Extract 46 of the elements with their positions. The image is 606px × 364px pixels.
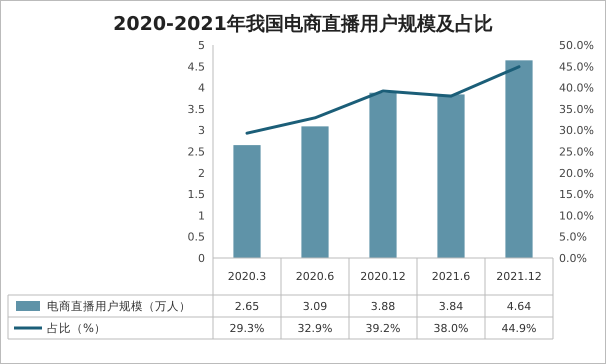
bar <box>233 145 261 258</box>
y2-tick-label: 30.0% <box>559 124 594 138</box>
x-tick-label: 2021.12 <box>496 270 542 283</box>
legend-label: 电商直播用户规模（万人） <box>47 299 191 313</box>
x-tick-label: 2020.3 <box>228 270 266 283</box>
data-label: 4.64 <box>506 300 532 313</box>
y2-tick-label: 20.0% <box>559 166 594 180</box>
y-tick-label: 3 <box>198 124 205 138</box>
data-label: 2.65 <box>234 300 260 313</box>
x-tick-label: 2021.6 <box>432 270 470 283</box>
y2-tick-label: 10.0% <box>559 209 594 222</box>
y-tick-label: 0.5 <box>188 230 205 244</box>
y2-tick-label: 15.0% <box>559 188 594 202</box>
y-tick-label: 2 <box>198 166 205 180</box>
data-label: 3.09 <box>302 300 328 313</box>
y2-tick-label: 40.0% <box>559 82 594 95</box>
bar <box>437 94 465 258</box>
y-tick-label: 2.5 <box>188 146 205 158</box>
bar <box>369 92 397 258</box>
y-tick-label: 5 <box>198 39 205 52</box>
data-label: 39.2% <box>366 322 400 335</box>
y-tick-label: 4 <box>198 82 205 95</box>
data-label: 32.9% <box>298 322 332 335</box>
y2-tick-label: 5.0% <box>559 230 587 244</box>
y2-tick-label: 0.0% <box>559 252 587 265</box>
y2-tick-label: 50.0% <box>559 39 594 52</box>
data-label: 44.9% <box>502 322 536 335</box>
y-tick-label: 1.5 <box>188 188 205 202</box>
x-tick-label: 2020.6 <box>296 270 334 283</box>
y2-tick-label: 35.0% <box>559 102 594 116</box>
data-label: 3.84 <box>438 300 464 313</box>
y-tick-label: 1 <box>198 209 205 222</box>
bar <box>301 126 329 258</box>
y-tick-label: 3.5 <box>188 102 205 116</box>
x-tick-label: 2020.12 <box>360 270 406 283</box>
data-label: 38.0% <box>434 322 468 335</box>
y2-tick-label: 45.0% <box>559 60 594 74</box>
y-tick-label: 4.5 <box>188 60 205 74</box>
y2-tick-label: 25.0% <box>559 146 594 158</box>
line-series <box>246 65 520 135</box>
data-label: 29.3% <box>230 322 264 335</box>
data-label: 3.88 <box>370 300 396 313</box>
bar <box>505 60 533 258</box>
chart-title: 2020-2021年我国电商直播用户规模及占比 <box>113 13 493 35</box>
legend-label: 占比（%） <box>47 321 106 335</box>
y-tick-label: 0 <box>198 252 205 265</box>
